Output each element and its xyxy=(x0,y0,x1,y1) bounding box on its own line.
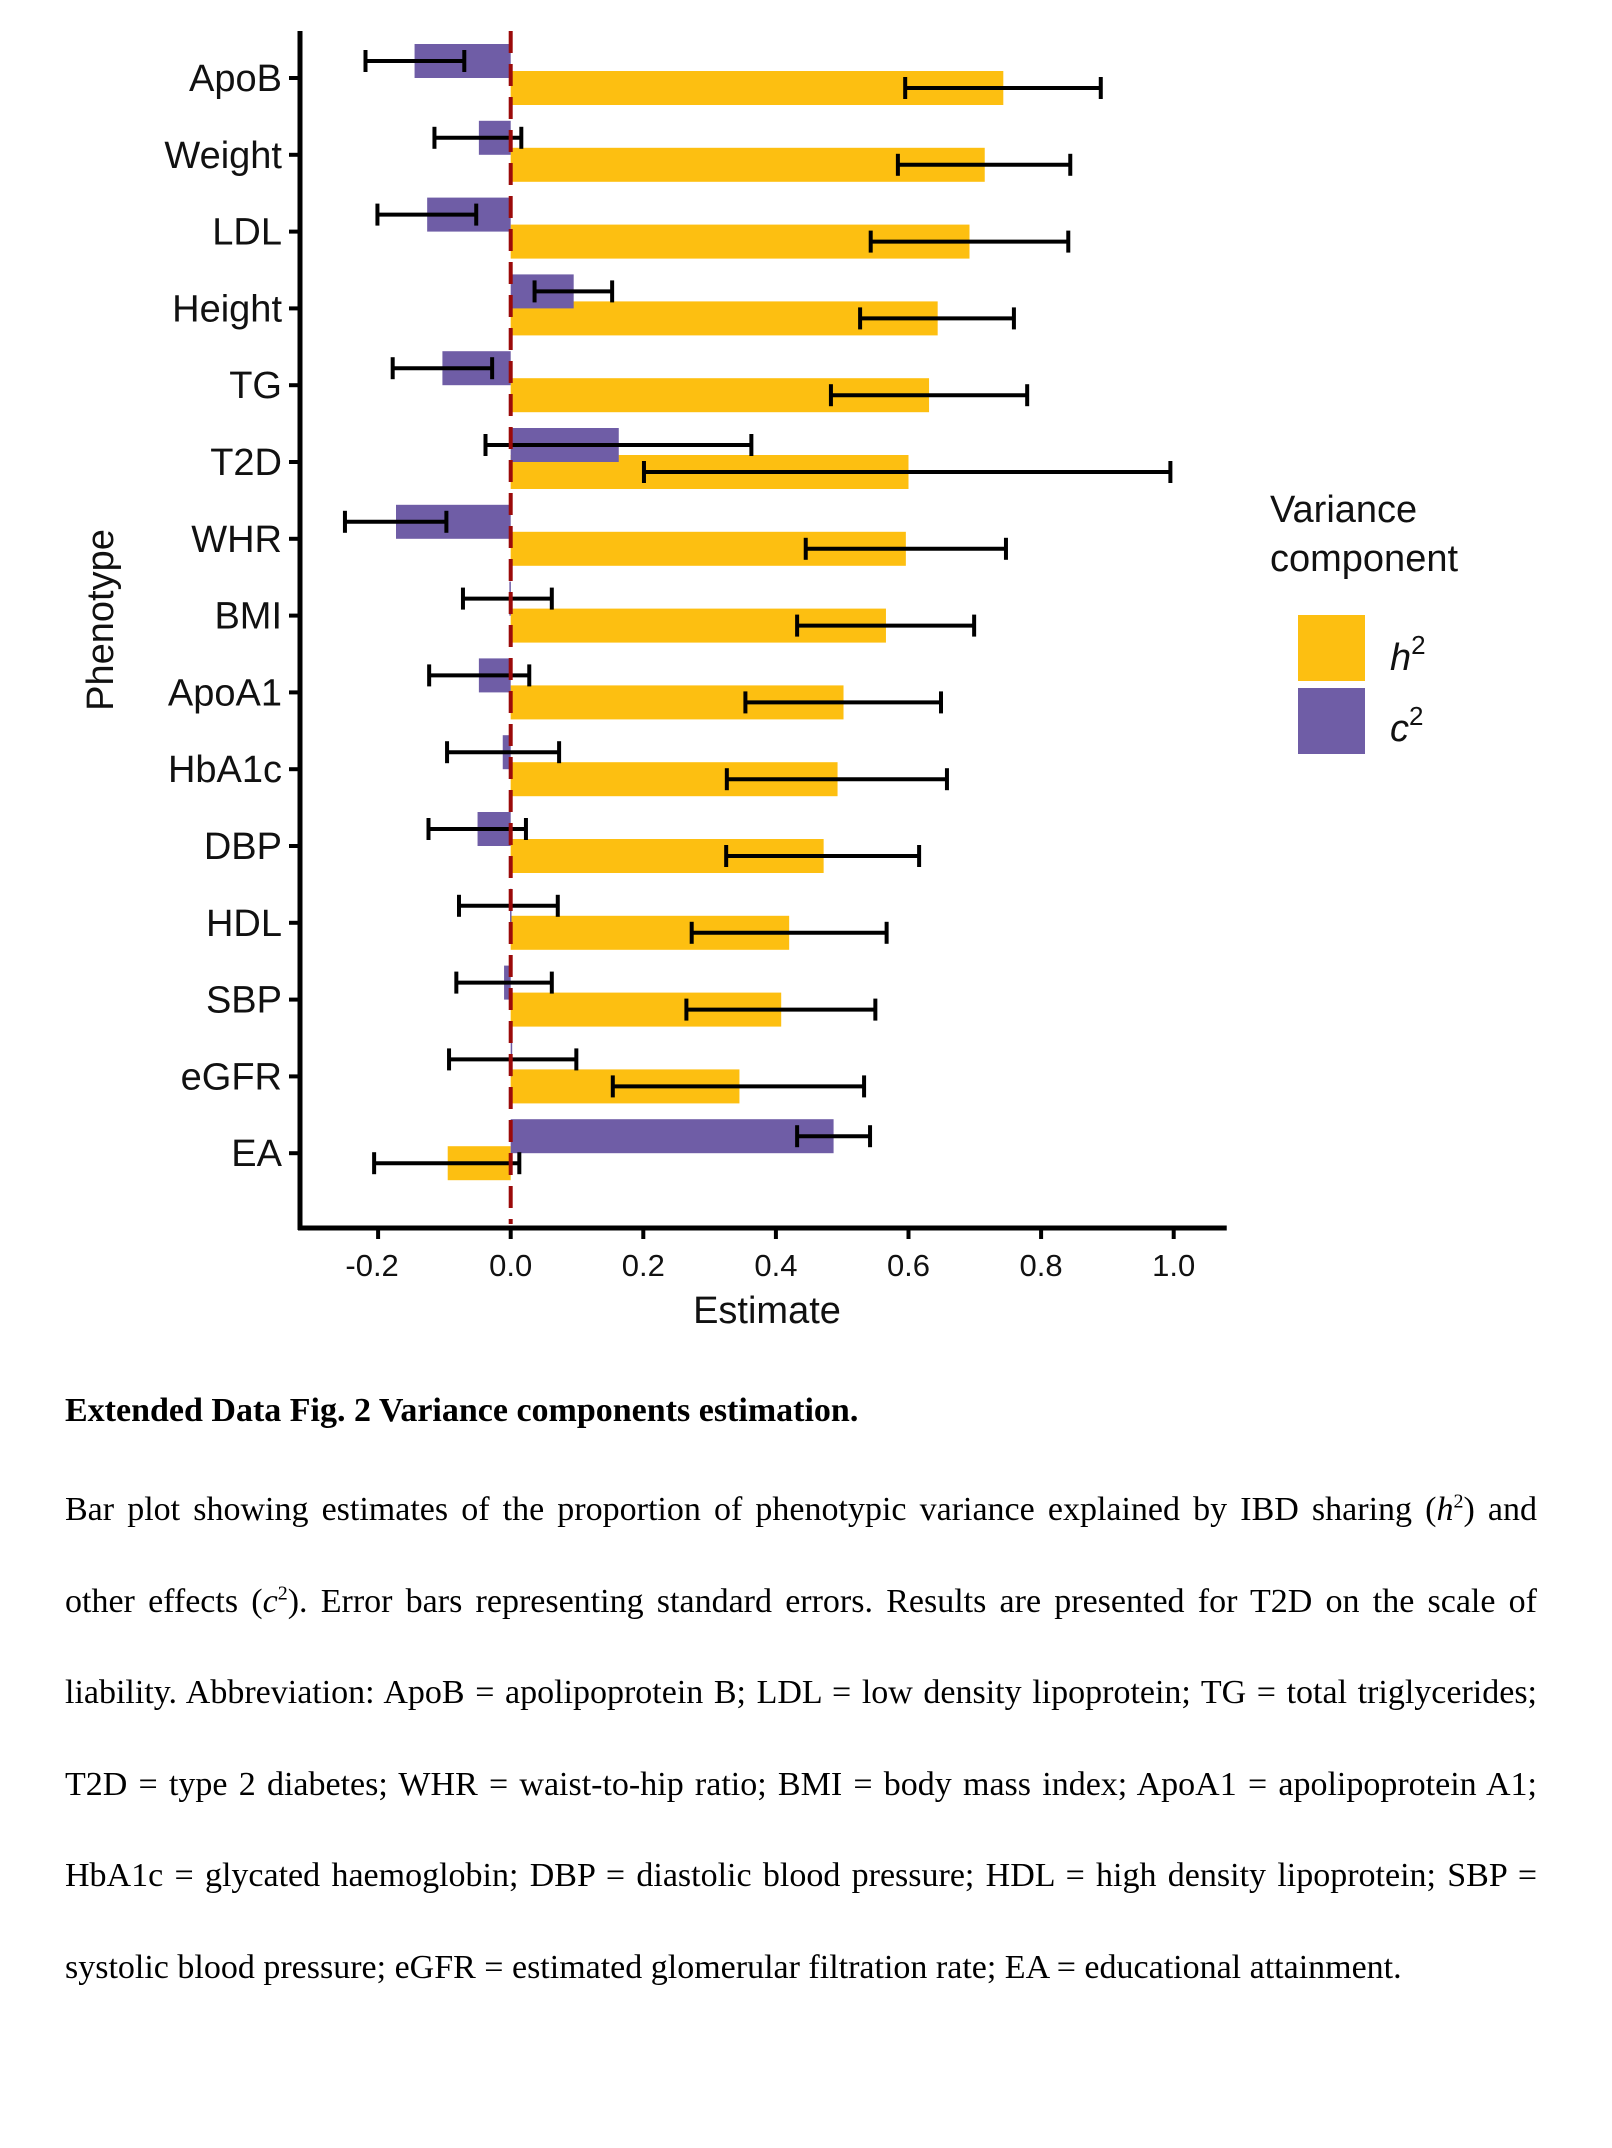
legend-label-h2: h2 xyxy=(1390,630,1426,679)
figure-caption-title: Extended Data Fig. 2 Variance components… xyxy=(65,1392,859,1429)
error-bar-h2-whr xyxy=(803,537,1008,560)
error-bar-h2-ea xyxy=(372,1152,522,1175)
error-bar-h2-apoa1 xyxy=(743,691,943,714)
y-tick-label-whr: WHR xyxy=(191,519,282,561)
caption-text-3: ). Error bars representing standard erro… xyxy=(65,1582,1537,1986)
error-bar-h2-ldl xyxy=(868,230,1071,253)
bar-c2-ea xyxy=(510,1119,834,1154)
error-bar-c2-hdl xyxy=(456,894,560,917)
legend-label-c2: c2 xyxy=(1390,701,1423,750)
y-tick-label-apob: ApoB xyxy=(189,58,282,100)
x-tick-label: 0.2 xyxy=(622,1248,665,1283)
caption-text-1: Bar plot showing estimates of the propor… xyxy=(65,1491,1437,1528)
legend-swatch-c2 xyxy=(1298,688,1365,754)
caption-h-symbol: h xyxy=(1436,1491,1454,1528)
error-bar-h2-apob xyxy=(903,77,1103,99)
y-tick-label-hdl: HDL xyxy=(206,903,282,945)
x-tick-label: 0.4 xyxy=(754,1248,797,1283)
legend-title-line-2: component xyxy=(1270,538,1458,580)
x-tick-label: 1.0 xyxy=(1152,1248,1195,1283)
figure-caption-body: Bar plot showing estimates of the propor… xyxy=(65,1464,1537,2013)
error-bar-h2-height xyxy=(858,307,1016,330)
error-bar-h2-hba1c xyxy=(724,768,949,791)
y-tick-label-sbp: SBP xyxy=(206,980,282,1022)
variance-components-chart: ApoB Weight LDL Height TG T2D WHR BMI ApoA1 HbA1c… xyxy=(80,31,1458,1332)
error-bar-c2-ea xyxy=(795,1125,873,1148)
bars-layer xyxy=(396,44,1004,1181)
y-tick-label-apoa1: ApoA1 xyxy=(168,672,282,714)
error-bar-h2-dbp xyxy=(724,845,922,867)
error-bars-layer xyxy=(342,50,1173,1175)
error-bar-c2-height xyxy=(532,280,615,303)
y-tick-label-hba1c: HbA1c xyxy=(168,749,282,791)
y-tick-label-height: Height xyxy=(172,288,282,330)
caption-text-2: ) and other effects ( xyxy=(65,1491,1538,1620)
y-tick-label-dbp: DBP xyxy=(204,826,282,868)
error-bar-c2-apob xyxy=(363,50,467,72)
error-bar-h2-sbp xyxy=(684,998,878,1021)
x-axis-label: Estimate xyxy=(693,1290,841,1332)
legend-swatch-h2 xyxy=(1298,615,1365,681)
y-tick-label-ldl: LDL xyxy=(212,212,282,254)
y-tick-label-egfr: eGFR xyxy=(181,1056,282,1098)
x-tick-label: 0.8 xyxy=(1020,1248,1063,1283)
caption-c-symbol: c xyxy=(262,1582,278,1620)
y-tick-label-weight: Weight xyxy=(164,135,282,177)
error-bar-h2-t2d xyxy=(641,461,1173,483)
error-bar-c2-hba1c xyxy=(445,741,562,764)
error-bar-h2-bmi xyxy=(795,614,977,637)
x-ticks: -0.2 0.0 0.2 0.4 0.6 0.8 1.0 xyxy=(345,1228,1195,1283)
caption-c-superscript: 2 xyxy=(277,1582,288,1605)
caption-h-superscript: 2 xyxy=(1453,1490,1464,1513)
legend: Variance component h2 c2 xyxy=(1270,489,1458,754)
error-bar-c2-bmi xyxy=(460,587,554,610)
y-ticks: ApoB Weight LDL Height TG T2D WHR BMI ApoA1 HbA1c… xyxy=(164,58,300,1175)
error-bar-h2-tg xyxy=(828,384,1030,407)
x-tick-label: 0.6 xyxy=(887,1248,930,1283)
x-tick-label: -0.2 xyxy=(345,1248,398,1283)
y-tick-label-tg: TG xyxy=(229,365,282,407)
error-bar-c2-whr xyxy=(342,510,449,533)
error-bar-h2-egfr xyxy=(610,1075,867,1098)
error-bar-h2-weight xyxy=(895,153,1073,176)
y-axis-label: Phenotype xyxy=(80,529,122,711)
error-bar-h2-hdl xyxy=(689,921,889,944)
legend-title-line-1: Variance xyxy=(1270,489,1417,531)
y-tick-label-bmi: BMI xyxy=(214,596,282,638)
error-bar-c2-ldl xyxy=(375,203,479,226)
error-bar-c2-sbp xyxy=(454,971,554,994)
error-bar-c2-weight xyxy=(432,126,524,149)
error-bar-c2-tg xyxy=(390,357,495,380)
x-tick-label: 0.0 xyxy=(489,1248,532,1283)
error-bar-c2-t2d xyxy=(483,434,754,456)
y-tick-label-ea: EA xyxy=(231,1133,282,1175)
y-tick-label-t2d: T2D xyxy=(210,442,282,484)
